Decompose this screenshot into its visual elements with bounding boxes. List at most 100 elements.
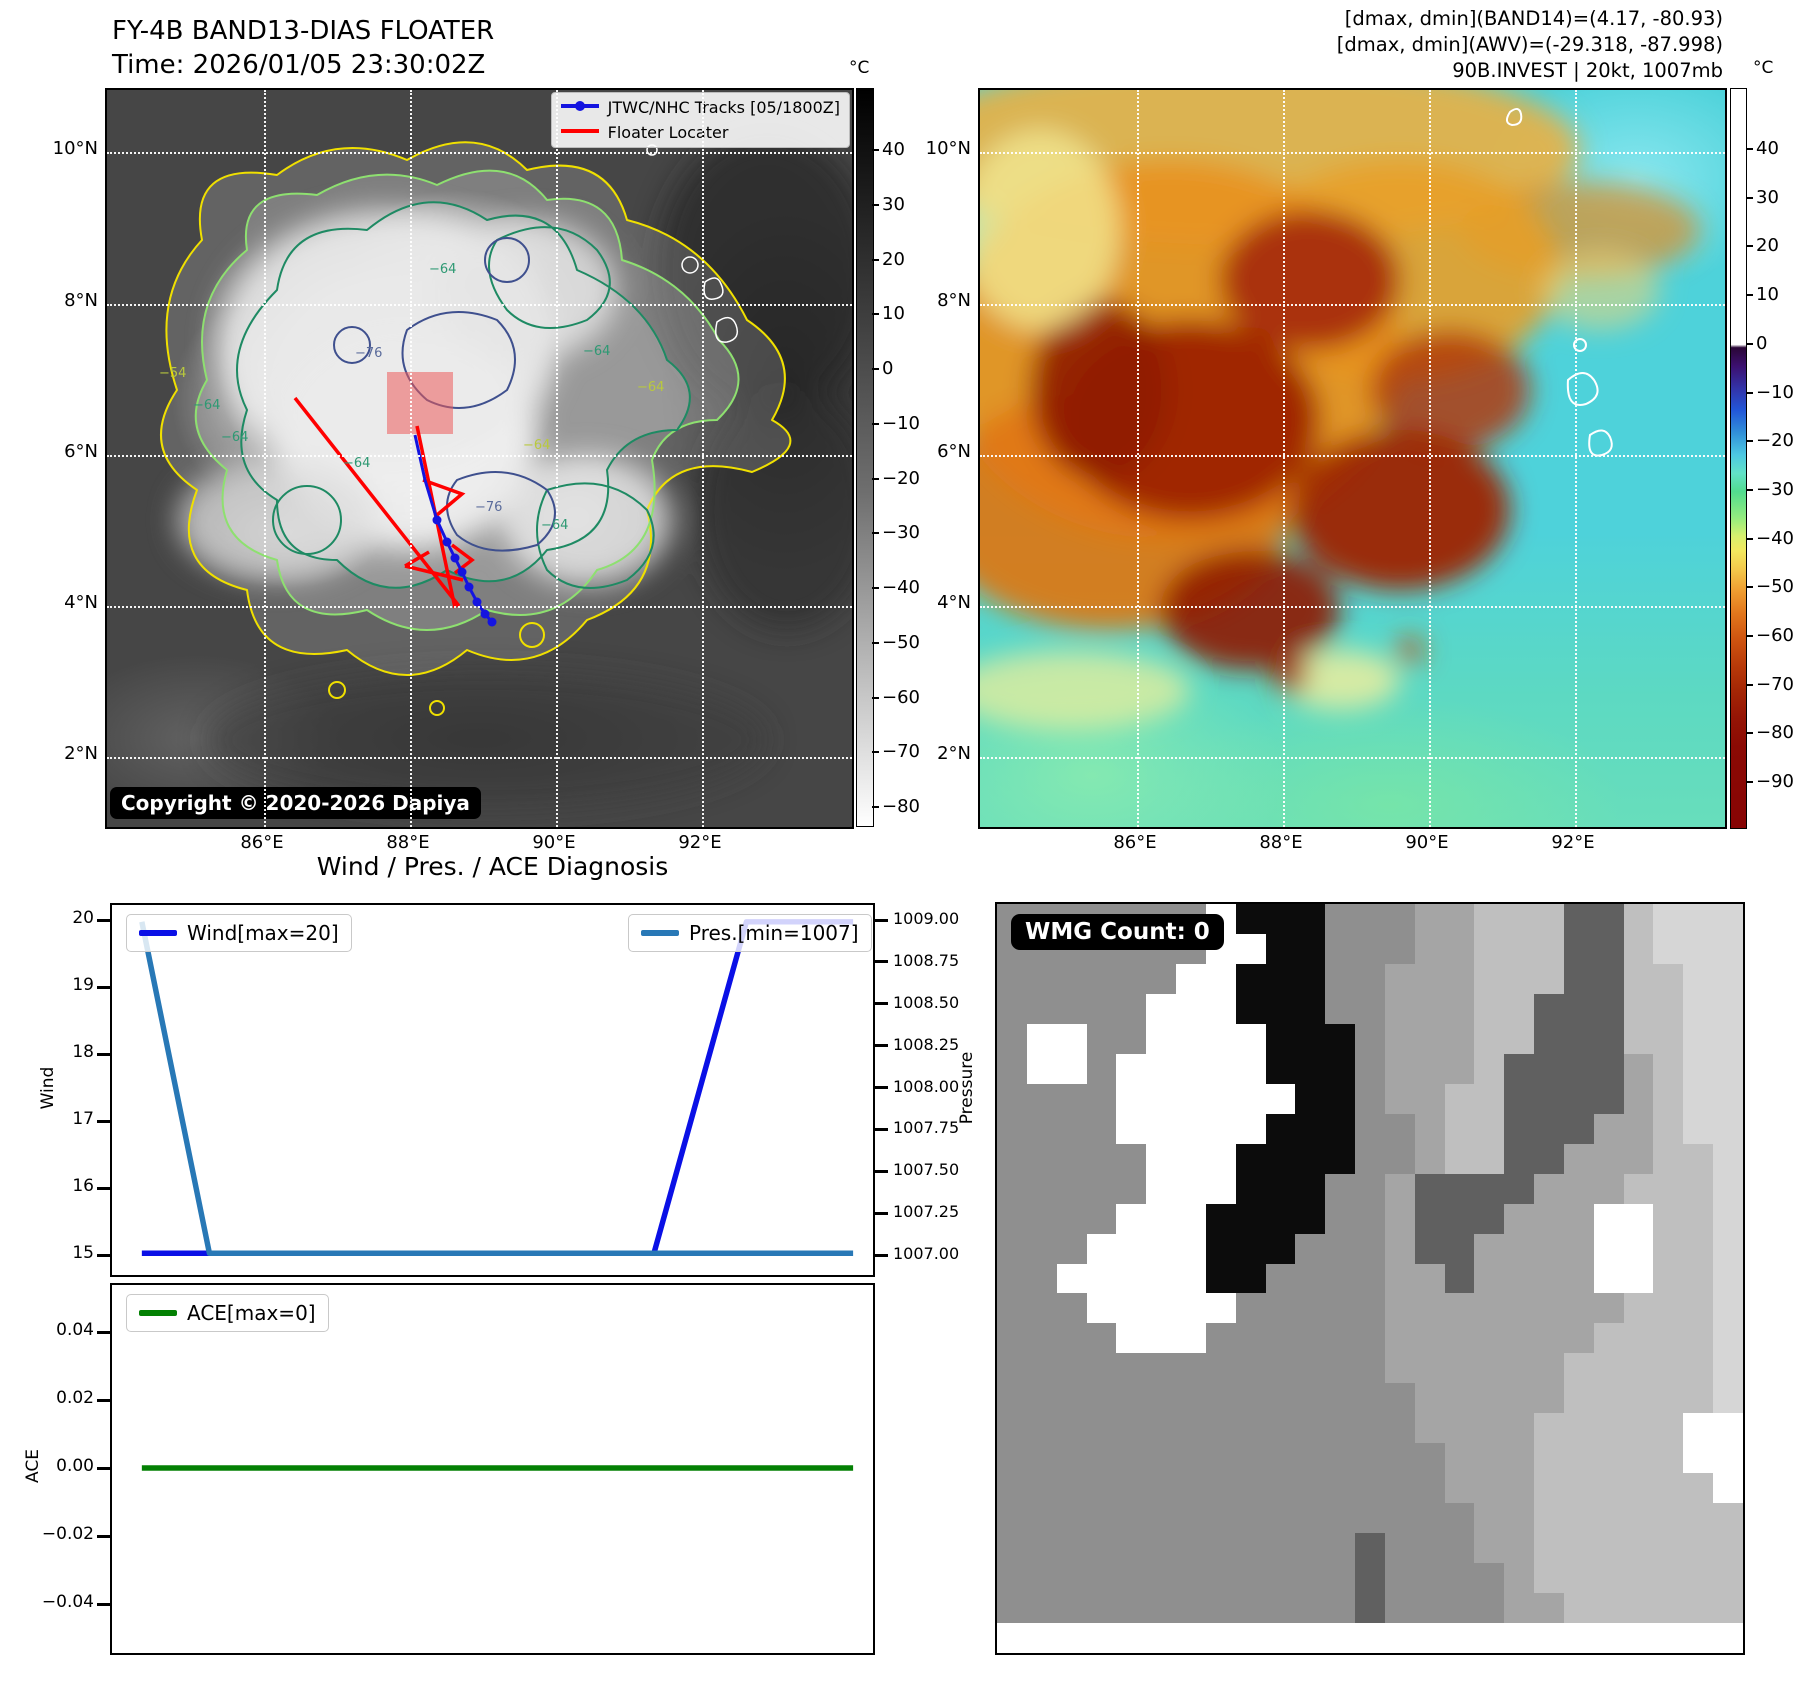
wmg-cell xyxy=(1593,1623,1624,1653)
wmg-cell xyxy=(1355,1563,1385,1594)
wmg-cell xyxy=(1593,1143,1624,1174)
wmg-cell xyxy=(1116,1503,1147,1534)
wmg-cell xyxy=(1534,1623,1564,1653)
pressure-tick-label: 1008.75 xyxy=(893,950,960,970)
wmg-cell xyxy=(1116,1203,1147,1234)
wmg-cell xyxy=(997,1173,1027,1204)
wmg-cell xyxy=(1414,1563,1445,1594)
ace-chart: ACE[max=0] xyxy=(110,1283,875,1655)
wmg-cell xyxy=(1205,963,1236,994)
wmg-cell xyxy=(1683,1323,1714,1354)
wmg-cell xyxy=(1176,1233,1206,1264)
contour-label: −64 xyxy=(523,438,551,453)
wmg-cell xyxy=(1414,1083,1445,1114)
wmg-cell xyxy=(1384,1383,1415,1414)
wmg-cell xyxy=(1683,1233,1714,1264)
wmg-cell xyxy=(1713,993,1743,1024)
wmg-cell xyxy=(1474,1443,1505,1474)
wmg-cell xyxy=(1205,1263,1236,1294)
wmg-cell xyxy=(1384,904,1415,934)
wmg-cell xyxy=(1205,1323,1236,1354)
wmg-cell xyxy=(1713,1293,1743,1324)
wmg-cell xyxy=(1205,1083,1236,1114)
band13-satellite-map: JTWC/NHC Tracks [05/1800Z] Floater Locat… xyxy=(105,88,854,829)
wmg-cell xyxy=(1146,963,1177,994)
wmg-cell xyxy=(1683,1113,1714,1144)
wmg-cell xyxy=(997,1083,1027,1114)
wmg-cell xyxy=(1235,1563,1266,1594)
wmg-cell xyxy=(1563,1593,1594,1624)
wmg-cell xyxy=(1414,1143,1445,1174)
wmg-cell xyxy=(1265,1563,1296,1594)
wmg-cell xyxy=(1713,1623,1743,1653)
wmg-cell xyxy=(1474,1203,1505,1234)
wmg-cell xyxy=(1146,1083,1177,1114)
wmg-cell xyxy=(1146,1593,1177,1624)
band13-colorbar-tickmark xyxy=(872,587,879,589)
wmg-cell xyxy=(1384,1173,1415,1204)
wmg-cell xyxy=(1444,1623,1475,1653)
wmg-cell xyxy=(1325,933,1356,964)
awv-colorbar-tickmark xyxy=(1746,586,1753,589)
awv-satellite-map xyxy=(978,88,1727,829)
wmg-cell xyxy=(1414,963,1445,994)
map-gridline-v xyxy=(264,90,266,827)
wmg-cell xyxy=(1653,1443,1684,1474)
map-xtick-label: 90°E xyxy=(532,832,576,853)
wmg-cell xyxy=(1026,1203,1057,1234)
wmg-cell xyxy=(1713,1473,1743,1504)
band13-colorbar-tick: 0 xyxy=(882,358,894,379)
wmg-cell xyxy=(1653,1473,1684,1504)
map-gridline-h xyxy=(107,152,852,154)
wmg-cell xyxy=(1474,1263,1505,1294)
wmg-cell xyxy=(1653,1503,1684,1534)
wmg-cell xyxy=(1056,1263,1087,1294)
wmg-cell xyxy=(1384,1353,1415,1384)
wmg-cell xyxy=(1265,1443,1296,1474)
wmg-cell xyxy=(1056,1443,1087,1474)
band13-colorbar-tick: −50 xyxy=(882,631,920,653)
contour-label: −76 xyxy=(355,346,383,361)
wmg-cell xyxy=(1146,1203,1177,1234)
wmg-cell xyxy=(1026,1023,1057,1054)
wmg-cell xyxy=(1504,1263,1535,1294)
wmg-cell xyxy=(1026,1113,1057,1144)
wmg-cell xyxy=(1444,1503,1475,1534)
wmg-cell xyxy=(1414,1473,1445,1504)
wmg-cell xyxy=(1146,1113,1177,1144)
wmg-cell xyxy=(1265,1173,1296,1204)
wmg-cell xyxy=(1056,1563,1087,1594)
wmg-cell xyxy=(1563,1443,1594,1474)
wmg-cell xyxy=(1146,1503,1177,1534)
wmg-cell xyxy=(1623,1563,1654,1594)
wmg-cell xyxy=(1593,1533,1624,1564)
wmg-cell xyxy=(1444,1023,1475,1054)
wmg-cell xyxy=(1265,1263,1296,1294)
band13-title: FY-4B BAND13-DIAS FLOATER Time: 2026/01/… xyxy=(112,14,494,82)
wmg-cell xyxy=(1623,1593,1654,1624)
wmg-cell xyxy=(1295,1503,1326,1534)
wmg-cell xyxy=(1683,933,1714,964)
wmg-cell xyxy=(1325,1293,1356,1324)
wmg-cell xyxy=(1295,1413,1326,1444)
awv-colorbar-tickmark xyxy=(1746,245,1753,248)
wmg-cell xyxy=(1563,1023,1594,1054)
wmg-cell xyxy=(997,1143,1027,1174)
wmg-cell xyxy=(1593,1323,1624,1354)
wmg-cell xyxy=(1623,1023,1654,1054)
wmg-cell xyxy=(1176,1443,1206,1474)
wmg-cell xyxy=(1623,1143,1654,1174)
wmg-cell xyxy=(1563,1533,1594,1564)
wmg-cell xyxy=(1414,1203,1445,1234)
jtwc-track-line xyxy=(413,434,497,627)
wmg-cell xyxy=(1235,904,1266,934)
wmg-cell xyxy=(1384,1053,1415,1084)
wmg-cell xyxy=(1474,933,1505,964)
wmg-cell xyxy=(1205,1353,1236,1384)
wmg-cell xyxy=(1504,1113,1535,1144)
wmg-cell xyxy=(1325,1203,1356,1234)
band13-colorbar-tick: −60 xyxy=(882,686,920,708)
ace-tickmark xyxy=(97,1466,110,1470)
wind-tickmark xyxy=(97,918,110,922)
wmg-cell xyxy=(1593,1203,1624,1234)
